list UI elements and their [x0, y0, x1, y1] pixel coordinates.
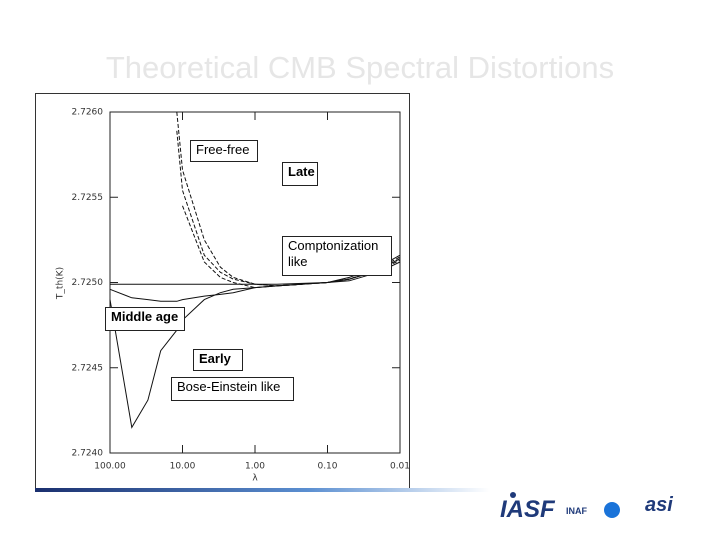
annotation: Comptonization like: [282, 236, 392, 276]
y-tick-label: 2.7260: [72, 108, 104, 118]
y-axis-label: T_th(K): [56, 267, 66, 300]
plot-area: [109, 111, 401, 454]
logo-asi: asi: [645, 494, 673, 516]
logo-iasf: IASF: [500, 496, 555, 523]
x-axis-label: λ: [252, 474, 258, 484]
line-series: [109, 254, 401, 302]
y-tick-label: 2.7245: [72, 363, 104, 373]
x-tick-label: 0.10: [317, 462, 337, 472]
annotation: Free-free: [190, 140, 258, 162]
line-series: [176, 130, 401, 287]
x-tick-label: 0.01: [390, 462, 410, 472]
y-tick-label: 2.7240: [72, 449, 104, 459]
annotation: Late: [282, 162, 318, 186]
annotation: Early: [193, 349, 243, 371]
annotation: Bose-Einstein like: [171, 377, 294, 401]
x-tick-label: 1.00: [245, 462, 265, 472]
y-tick-label: 2.7250: [72, 278, 104, 288]
footer-bar: [35, 488, 490, 492]
x-tick-label: 10.00: [170, 462, 196, 472]
logo-inaf: INAF: [566, 506, 587, 516]
slide-title: Theoretical CMB Spectral Distortions: [105, 50, 615, 85]
x-tick-label: 100.00: [94, 462, 126, 472]
annotation: Middle age: [105, 307, 185, 331]
line-series: [110, 261, 401, 285]
y-tick-label: 2.7255: [72, 193, 104, 203]
